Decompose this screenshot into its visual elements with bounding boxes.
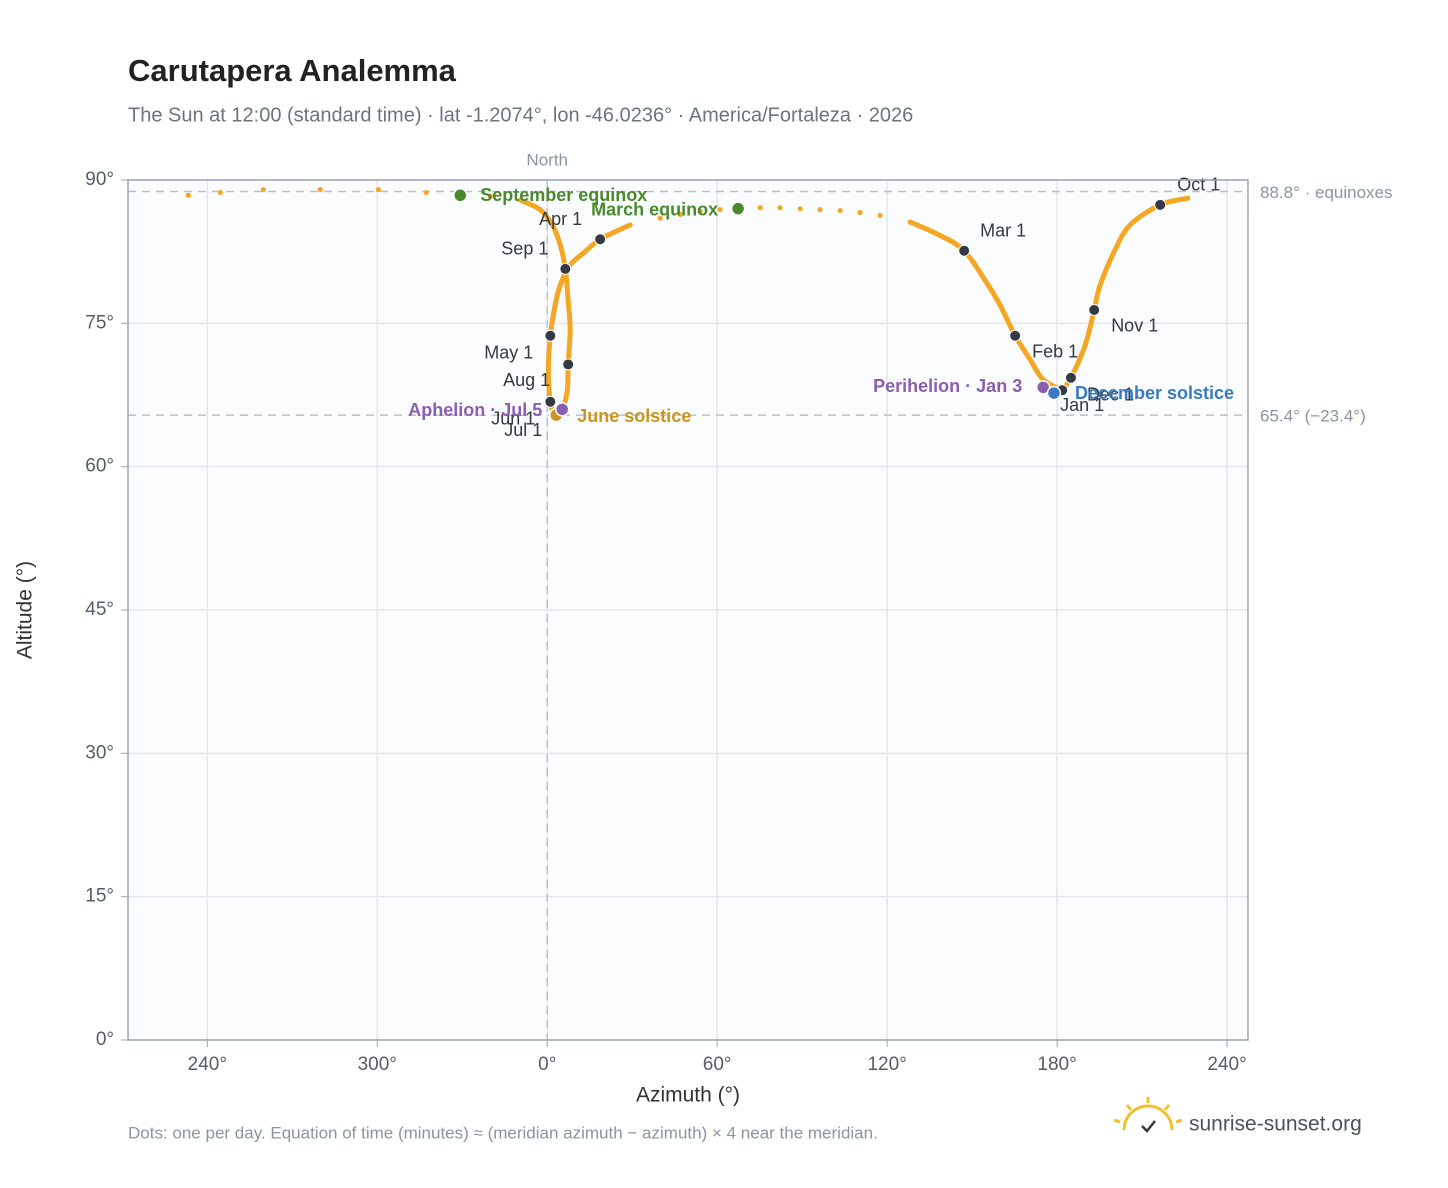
month-label: Aug 1 (503, 370, 550, 390)
month-label: Jun 1 (491, 408, 535, 428)
daily-dot (375, 186, 381, 193)
chart-subtitle: The Sun at 12:00 (standard time) · lat -… (128, 104, 913, 126)
x-tick-label: 180° (1037, 1054, 1076, 1075)
y-tick-label: 60° (85, 456, 114, 477)
daily-dot (777, 205, 783, 211)
chart-title: Carutapera Analemma (128, 53, 457, 88)
reference-label: 88.8° · equinoxes (1260, 183, 1393, 202)
month-marker (544, 395, 557, 408)
daily-dot (717, 207, 723, 213)
month-label: Mar 1 (980, 220, 1026, 240)
month-label: Apr 1 (539, 209, 582, 229)
x-tick-label: 120° (867, 1054, 906, 1075)
daily-dot (185, 192, 191, 198)
daily-dot (677, 211, 683, 217)
x-tick-label: 240° (1207, 1054, 1246, 1075)
month-marker (958, 244, 971, 257)
event-marker (1046, 385, 1062, 401)
month-marker (1154, 198, 1167, 211)
plot-frame (127, 179, 1249, 1041)
event-label: Perihelion · Jan 3 (873, 376, 1022, 396)
y-tick-label: 90° (85, 169, 114, 190)
month-marker (1088, 303, 1101, 316)
brand: sunrise-sunset.org (1189, 1113, 1362, 1136)
daily-dot (817, 207, 823, 213)
event-label: Aphelion · Jul 5 (408, 400, 542, 420)
daily-dot (657, 215, 663, 221)
daily-dot (857, 209, 863, 216)
month-label: Feb 1 (1032, 342, 1078, 362)
month-label: Dec 1 (1087, 385, 1134, 405)
month-label: Jul 1 (504, 420, 542, 440)
daily-dot (317, 186, 323, 193)
y-axis-title: Altitude (°) (14, 561, 37, 659)
event-label: September equinox (480, 185, 647, 205)
daily-dot (837, 207, 843, 214)
daily-dot (797, 206, 803, 212)
y-tick-label: 45° (85, 599, 114, 620)
daily-dot (877, 212, 883, 218)
y-tick-label: 0° (96, 1029, 114, 1050)
event-label: December solstice (1075, 383, 1234, 403)
daily-dot (487, 193, 493, 199)
month-marker (559, 262, 572, 275)
event-marker (554, 402, 570, 417)
event-marker (730, 201, 746, 216)
x-tick-label: 300° (358, 1054, 397, 1075)
event-label: March equinox (591, 199, 718, 219)
month-marker (1009, 329, 1022, 342)
month-label: Nov 1 (1111, 316, 1158, 336)
x-tick-label: 0° (538, 1054, 556, 1075)
y-tick-label: 75° (85, 312, 114, 333)
event-marker (453, 188, 468, 203)
x-tick-label: 240° (188, 1054, 227, 1075)
y-tick-label: 15° (85, 886, 114, 907)
event-label: June solstice (577, 406, 691, 426)
month-marker (544, 329, 557, 342)
month-label: Oct 1 (1177, 175, 1220, 195)
month-marker (562, 358, 575, 371)
footnote: Dots: one per day. Equation of time (min… (128, 1123, 878, 1142)
reference-label: North (526, 150, 568, 169)
x-tick-label: 60° (703, 1054, 732, 1075)
month-label: May 1 (484, 343, 533, 363)
daily-dot (217, 189, 223, 196)
month-marker (1064, 371, 1077, 384)
brand-icon (1113, 1097, 1183, 1133)
reference-label: 65.4° (−23.4°) (1260, 407, 1366, 426)
daily-dot (260, 186, 266, 193)
daily-dot (697, 208, 703, 215)
y-tick-label: 30° (85, 742, 114, 763)
month-label: Sep 1 (501, 239, 548, 259)
daily-dot (423, 189, 429, 196)
month-label: Jan 1 (1060, 395, 1104, 415)
x-axis-title: Azimuth (°) (636, 1084, 740, 1107)
daily-dot (757, 205, 763, 211)
month-marker (594, 233, 607, 246)
